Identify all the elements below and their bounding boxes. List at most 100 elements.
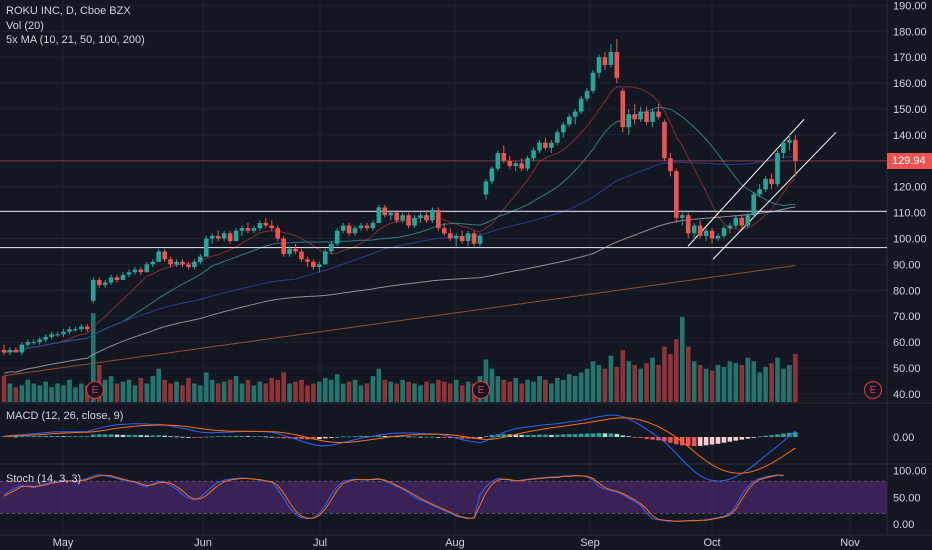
earnings-marker[interactable]: E	[86, 381, 104, 399]
volume-bar	[180, 385, 185, 402]
volume-bar	[204, 372, 209, 402]
candle-body	[781, 142, 786, 154]
volume-bar	[537, 376, 542, 402]
candle-body	[537, 142, 542, 151]
candle-body	[685, 215, 691, 234]
candle-body	[602, 57, 608, 65]
candle-body	[471, 233, 477, 244]
macd-histogram-bar	[7, 436, 13, 438]
volume-bar	[221, 381, 227, 402]
volume-bar	[644, 363, 649, 402]
macd-histogram-bar	[590, 433, 596, 437]
macd-histogram-bar	[132, 434, 138, 437]
earnings-marker[interactable]: E	[864, 381, 882, 399]
candle-body	[620, 90, 626, 128]
macd-histogram-bar	[442, 437, 447, 438]
moving-average-line	[3, 106, 796, 353]
volume-bar	[465, 381, 471, 402]
macd-histogram-bar	[608, 433, 614, 437]
macd-histogram-bar	[263, 436, 269, 438]
volume-bar	[19, 385, 25, 402]
candle-body	[221, 233, 227, 239]
volume-bar	[263, 383, 269, 402]
volume-bar	[650, 357, 655, 402]
macd-histogram-bar	[715, 437, 721, 444]
candle-body	[561, 124, 566, 133]
volume-bar	[334, 374, 340, 402]
candle-body	[61, 331, 66, 335]
macd-histogram-bar	[126, 434, 132, 437]
macd-histogram-bar	[561, 434, 566, 437]
candle-body	[108, 277, 114, 283]
macd-histogram-bar	[174, 436, 179, 438]
macd-histogram-bar	[257, 436, 263, 438]
macd-histogram-bar	[1, 436, 7, 438]
time-tick-label: Nov	[840, 537, 860, 549]
macd-histogram-bar	[61, 436, 66, 438]
macd-histogram-bar	[501, 434, 507, 437]
candle-body	[215, 235, 221, 239]
volume-bar	[388, 381, 394, 402]
candle-body	[483, 181, 489, 195]
macd-histogram-bar	[382, 435, 388, 437]
volume-bar	[709, 370, 715, 402]
volume-bar	[370, 376, 376, 402]
volume-bar	[25, 379, 31, 402]
macd-histogram-bar	[739, 437, 745, 440]
candle-body	[507, 160, 513, 166]
volume-bar	[430, 383, 435, 402]
volume-bar	[608, 355, 614, 402]
candle-body	[775, 153, 780, 185]
candle-body	[638, 111, 643, 120]
candle-body	[138, 269, 144, 273]
macd-histogram-bar	[49, 435, 54, 437]
macd-histogram-bar	[138, 435, 144, 437]
macd-histogram-bar	[650, 437, 655, 440]
volume-bar	[751, 361, 756, 402]
macd-histogram-bar	[43, 435, 48, 437]
candle-body	[209, 235, 215, 239]
macd-histogram-bar	[37, 435, 42, 437]
candle-body	[340, 225, 346, 231]
volume-bar	[590, 361, 596, 402]
candle-body	[126, 272, 132, 275]
volume-bar	[364, 383, 370, 402]
macd-histogram-bar	[644, 437, 649, 440]
volume-bar	[459, 385, 465, 402]
volume-bar	[150, 376, 156, 402]
candle-body	[287, 248, 292, 255]
volume-bar	[507, 381, 513, 402]
volume-bar	[769, 363, 774, 402]
macd-histogram-bar	[430, 436, 435, 438]
macd-tick-label: 0.00	[893, 432, 914, 444]
volume-bar	[519, 383, 524, 402]
macd-histogram-bar	[763, 435, 768, 437]
time-tick-label: Oct	[703, 537, 720, 549]
volume-bar	[299, 379, 304, 402]
volume-bar	[323, 377, 328, 402]
candle-body	[43, 336, 48, 340]
time-tick-label: Aug	[445, 537, 465, 549]
price-tick-label: 170.00	[893, 52, 927, 64]
macd-histogram-bar	[721, 437, 727, 443]
earnings-marker[interactable]: E	[472, 381, 490, 399]
candle-body	[328, 243, 334, 252]
last-price-tag: 129.94	[887, 153, 932, 169]
candle-body	[566, 116, 572, 125]
macd-histogram-bar	[543, 434, 548, 437]
macd-histogram-bar	[757, 436, 762, 438]
volume-bar	[156, 368, 161, 402]
volume-bar	[13, 387, 19, 402]
macd-histogram-bar	[531, 434, 536, 437]
candle-body	[323, 251, 328, 265]
stoch-k-line	[3, 474, 784, 522]
candle-body	[388, 212, 394, 216]
volume-bar	[43, 381, 48, 402]
macd-histogram-bar	[769, 435, 774, 437]
macd-histogram-bar	[323, 437, 328, 439]
volume-bar	[626, 361, 632, 402]
volume-bar	[269, 377, 275, 402]
volume-bar	[543, 379, 548, 402]
candle-body	[572, 111, 578, 117]
